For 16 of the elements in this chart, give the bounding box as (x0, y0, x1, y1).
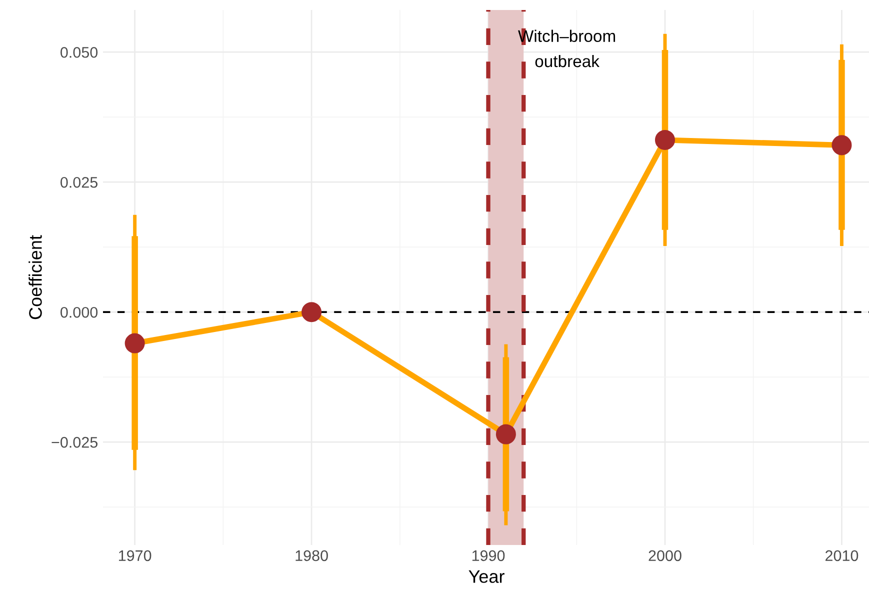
y-tick-label: 0.025 (60, 176, 98, 188)
point (124, 333, 145, 354)
point (832, 135, 852, 156)
point (496, 424, 516, 444)
x-axis-title: Year (468, 570, 504, 583)
point (302, 302, 322, 322)
x-tick-label: 2010 (826, 550, 858, 562)
x-tick-label: 2000 (648, 550, 682, 562)
x-tick-label: 1980 (296, 550, 328, 562)
y-tick-label: 0.000 (60, 306, 98, 318)
x-tick-label: 1990 (472, 550, 505, 562)
y-tick-label: −0.025 (52, 436, 98, 448)
y-tick-label: 0.050 (60, 46, 98, 58)
y-axis-title: Coefficient (28, 235, 42, 320)
point (654, 130, 676, 150)
x-tick-label: 1970 (118, 550, 152, 562)
